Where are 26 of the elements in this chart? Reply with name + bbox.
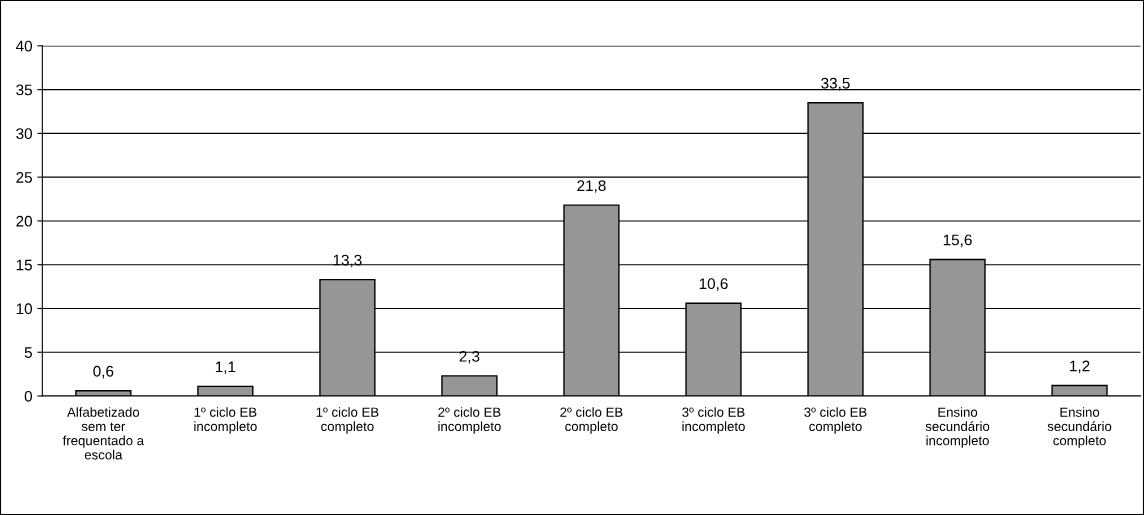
x-tick-label: 2º ciclo EB completo <box>560 407 623 434</box>
data-label: 15,6 <box>943 234 972 248</box>
data-label: 1,2 <box>1070 360 1090 374</box>
data-label: 33,5 <box>821 77 850 91</box>
x-tick-label: 1º ciclo EB incompleto <box>194 407 257 434</box>
x-tick-label: 3º ciclo EB incompleto <box>682 407 745 434</box>
data-label: 1,1 <box>215 361 236 375</box>
x-tick-label: 2º ciclo EB incompleto <box>438 407 501 434</box>
data-label: 21,8 <box>577 180 606 193</box>
x-tick-label: Ensino secundário incompleto <box>925 407 990 448</box>
y-tick-label: 10 <box>16 303 33 315</box>
data-label: 0,6 <box>93 365 114 379</box>
y-tick-label: 30 <box>16 128 33 140</box>
y-tick-label: 40 <box>15 40 33 52</box>
y-tick-label: 35 <box>16 84 32 96</box>
y-tick-label: 5 <box>24 347 32 358</box>
x-tick-label: Ensino secundário completo <box>1047 407 1112 448</box>
y-tick-label: 25 <box>16 172 32 183</box>
x-tick-label: Alfabetizado sem ter frequentado a escola <box>62 407 145 460</box>
x-tick-label: 1º ciclo EB completo <box>316 407 379 434</box>
data-label: 2,3 <box>459 350 480 364</box>
y-tick-label: 20 <box>16 215 33 227</box>
data-label: 10,6 <box>699 278 728 291</box>
y-tick-label: 15 <box>16 259 32 271</box>
x-tick-label: 3º ciclo EB completo <box>804 407 867 434</box>
y-tick-label: 0 <box>24 390 33 402</box>
